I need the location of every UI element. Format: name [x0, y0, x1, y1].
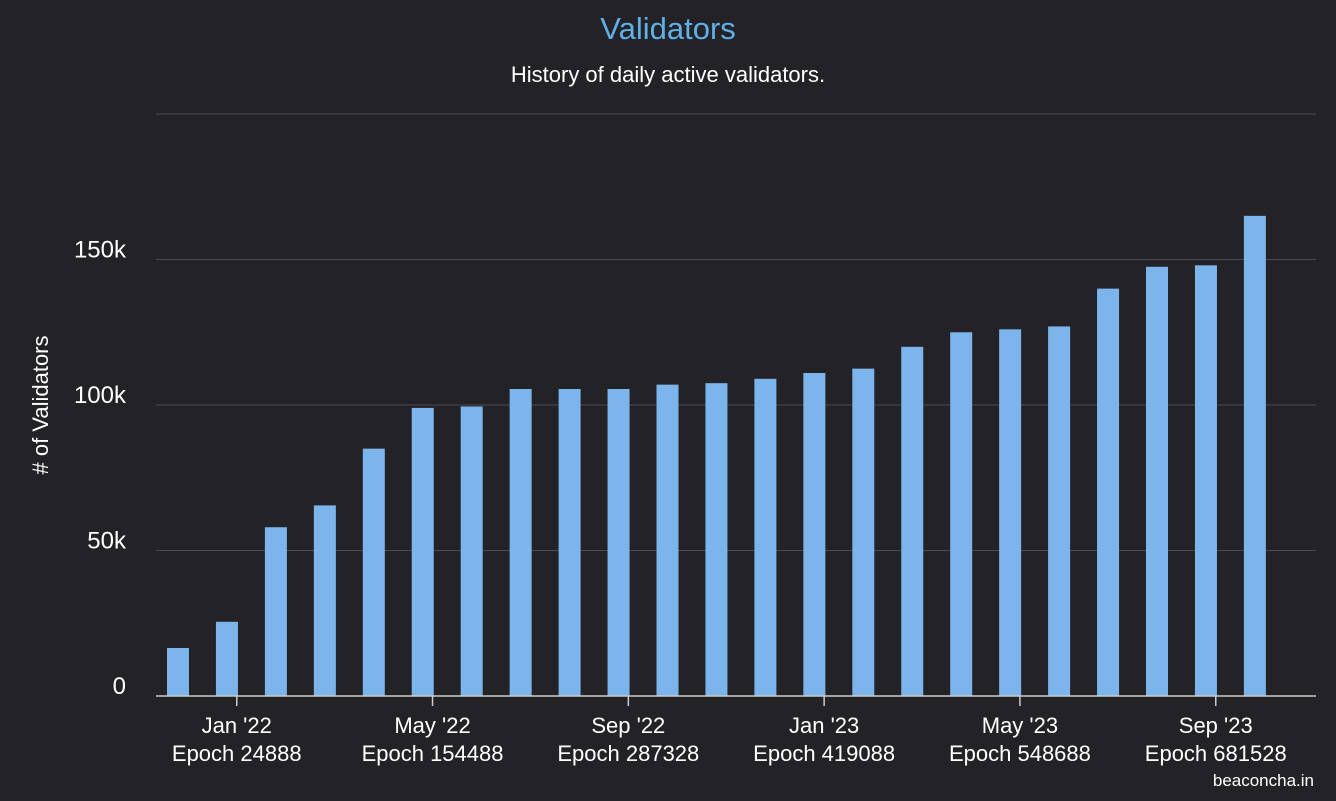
bar	[901, 346, 924, 696]
bar	[362, 448, 385, 696]
bar	[1194, 265, 1217, 696]
x-tick-label-month: May '23	[982, 713, 1058, 738]
x-tick-label-epoch: Epoch 548688	[949, 741, 1091, 766]
bar-layer	[167, 215, 1266, 696]
bar	[950, 332, 973, 696]
x-tick-label-epoch: Epoch 24888	[172, 741, 302, 766]
x-tick-label-month: Sep '22	[591, 713, 665, 738]
x-tick-label-epoch: Epoch 681528	[1145, 741, 1287, 766]
grid-layer	[156, 113, 1316, 551]
x-tick-label-month: Jan '22	[202, 713, 272, 738]
bar	[1048, 326, 1071, 696]
bar	[313, 505, 336, 696]
bar	[460, 406, 483, 696]
axis-layer: 0 50k 100k 150k Jan '22 Epoch 24888 May '22 Epo…	[74, 237, 1316, 766]
bar	[754, 378, 777, 696]
chart-credit: beaconcha.in	[1213, 771, 1314, 790]
bar	[656, 384, 679, 696]
bar	[1146, 266, 1168, 696]
bar	[167, 647, 189, 696]
bar	[264, 527, 287, 696]
y-tick-label: 50k	[87, 528, 127, 555]
bar	[1097, 288, 1120, 696]
x-tick-label-month: Sep '23	[1179, 713, 1253, 738]
bar	[558, 388, 581, 696]
x-tick-label-month: May '22	[394, 713, 470, 738]
bar	[509, 388, 532, 696]
bar	[999, 329, 1022, 696]
bar	[215, 621, 238, 696]
x-tick-label-epoch: Epoch 419088	[753, 741, 895, 766]
x-tick-label-month: Jan '23	[789, 713, 859, 738]
bar	[803, 372, 826, 696]
x-tick-label-epoch: Epoch 287328	[557, 741, 699, 766]
y-tick-label: 0	[113, 673, 126, 700]
bar	[607, 388, 630, 696]
bar	[705, 383, 728, 696]
bar	[852, 368, 875, 696]
bar	[411, 407, 434, 696]
chart-title: Validators	[600, 11, 736, 46]
bar	[1243, 215, 1266, 696]
y-tick-label: 150k	[74, 237, 127, 264]
y-axis-title: # of Validators	[28, 335, 53, 474]
x-tick-label-epoch: Epoch 154488	[362, 741, 504, 766]
chart-subtitle: History of daily active validators.	[511, 62, 825, 87]
y-tick-label: 100k	[74, 382, 127, 409]
